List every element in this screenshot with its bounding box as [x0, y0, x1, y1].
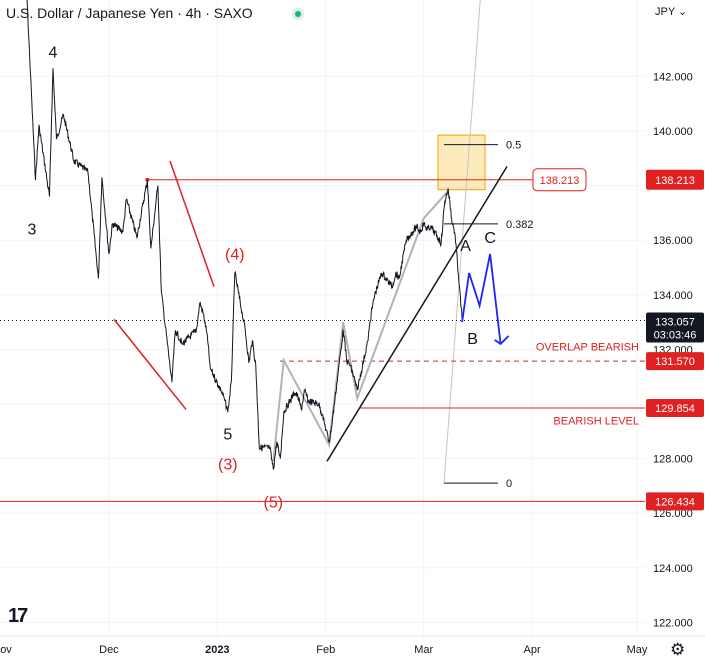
time-tick-1: Dec	[99, 644, 119, 656]
axis-badge-126-text: 126.434	[655, 496, 695, 508]
wave-label-7: B	[467, 331, 478, 348]
price-tick-7: 128.000	[653, 454, 693, 466]
fib-retracement[interactable]: 0.5 0.382 0	[437, 0, 534, 490]
horizontal-levels[interactable]: 138.213 OVERLAP BEARISH BEARISH LEVEL	[0, 168, 645, 502]
current-price-text: 133.057	[655, 317, 695, 329]
time-tick-6: May	[627, 644, 648, 656]
tradingview-logo-icon[interactable]: 17	[8, 605, 28, 627]
axis-badge-126[interactable]	[646, 492, 704, 511]
time-tick-4: Mar	[414, 644, 433, 656]
countdown-text: 03:03:46	[654, 330, 697, 342]
price-series	[26, 0, 463, 470]
level-badge-138-text: 138.213	[540, 175, 580, 187]
price-tick-3: 136.000	[653, 235, 693, 247]
wave-label-0: 4	[49, 44, 58, 61]
price-line	[26, 0, 463, 470]
wave-path-grey[interactable]	[272, 190, 449, 462]
price-tick-9: 124.000	[653, 563, 693, 575]
gear-icon[interactable]: ⚙	[670, 640, 686, 659]
wedge-upper-line[interactable]	[169, 160, 215, 287]
level-badge-138[interactable]	[532, 168, 587, 192]
support-trendline[interactable]	[326, 166, 508, 462]
wave-label-2: (4)	[225, 246, 245, 263]
fib-level-label-0: 0.5	[506, 140, 521, 152]
annotation-1: BEARISH LEVEL	[553, 415, 639, 427]
time-tick-0: ov	[0, 644, 12, 656]
axis-badge-129-text: 129.854	[655, 403, 695, 415]
axis-badge-131-text: 131.570	[655, 356, 695, 368]
currency-selector[interactable]: JPY ⌄	[655, 5, 687, 18]
price-axis[interactable]: 142.000140.000138.000136.000134.000132.0…	[645, 0, 705, 636]
axis-badge-129[interactable]	[646, 398, 704, 417]
wedge-lower-line[interactable]	[113, 318, 187, 410]
market-status-icon[interactable]	[292, 8, 304, 20]
fib-level-label-2: 0	[506, 478, 512, 490]
annotation-0: OVERLAP BEARISH	[536, 342, 639, 354]
current-price-badge[interactable]	[646, 312, 704, 343]
axis-badge-131[interactable]	[646, 352, 704, 371]
wave-label-1: 3	[28, 222, 37, 239]
chevron-down-icon: ⌄	[678, 6, 688, 18]
wave-projection[interactable]	[461, 253, 510, 346]
fib-level-label-1: 0.382	[506, 219, 534, 231]
time-axis[interactable]: ov Dec 2023 Feb Mar Apr May	[0, 635, 705, 656]
chart-title[interactable]: U.S. Dollar / Japanese Yen · 4h · SAXO	[6, 5, 253, 21]
wave-label-4: (3)	[218, 456, 238, 473]
projection-arrow[interactable]	[494, 335, 510, 346]
grid	[0, 0, 645, 636]
price-tick-0: 142.000	[653, 71, 693, 83]
time-tick-5: Apr	[524, 644, 541, 656]
fib-target-zone[interactable]	[437, 134, 486, 191]
price-tick-1: 140.000	[653, 126, 693, 138]
axis-badge-138[interactable]	[646, 169, 704, 190]
wave-label-3: 5	[223, 426, 232, 443]
wave-labels: 4 3 (4) 5 (3) (5) A B C	[28, 44, 496, 511]
wave-label-5: (5)	[264, 495, 284, 512]
level-anchor-138[interactable]	[145, 177, 150, 182]
fib-trend-line[interactable]	[443, 0, 481, 484]
price-tick-8: 126.000	[653, 508, 693, 520]
currency-label: JPY	[655, 6, 675, 18]
projection-path[interactable]	[461, 253, 502, 345]
wave-label-8: C	[484, 230, 496, 247]
wave-label-6: A	[460, 238, 471, 255]
time-tick-2: 2023	[205, 644, 229, 656]
time-tick-3: Feb	[316, 644, 335, 656]
price-tick-10: 122.000	[653, 617, 693, 629]
axis-badge-138-text: 138.213	[655, 175, 695, 187]
trend-drawings[interactable]	[113, 160, 508, 462]
price-tick-4: 134.000	[653, 290, 693, 302]
